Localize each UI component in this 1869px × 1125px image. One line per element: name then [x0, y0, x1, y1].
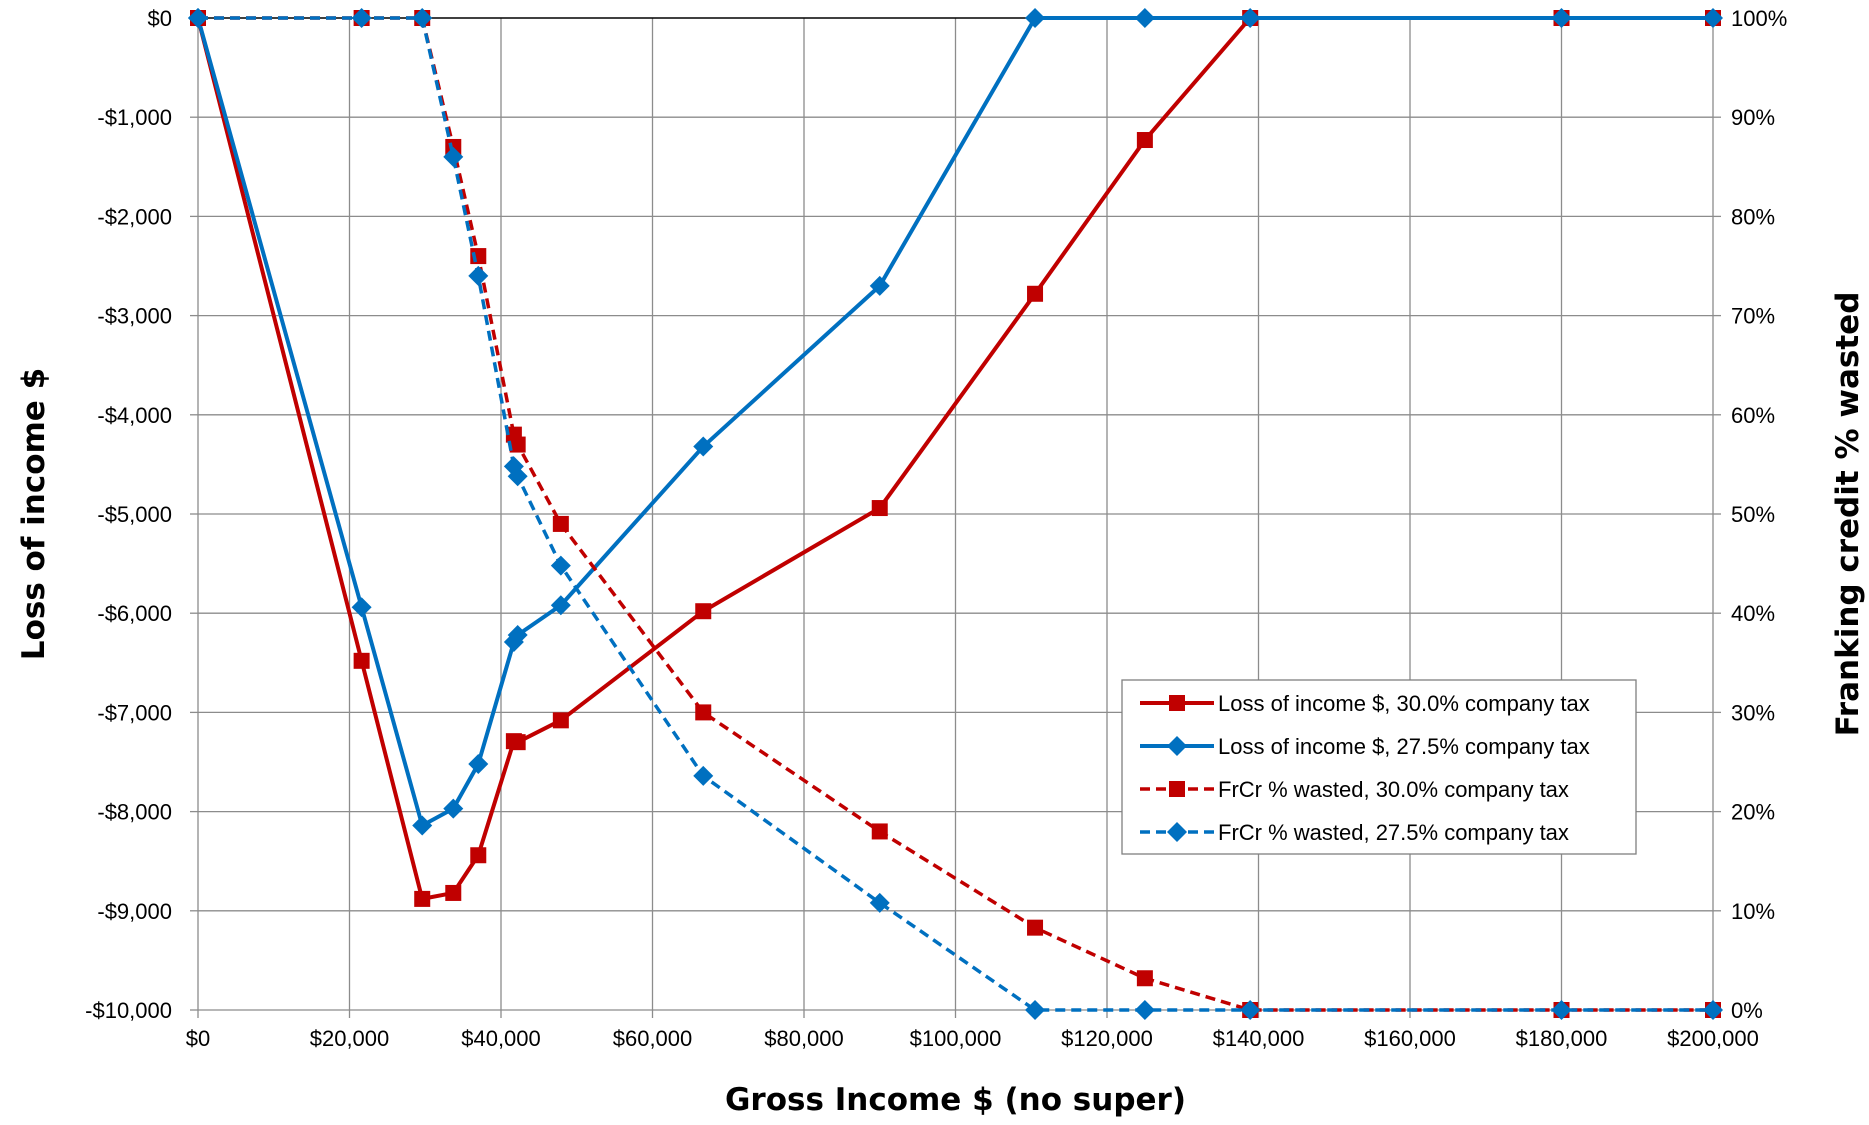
- legend-label: FrCr % wasted, 27.5% company tax: [1218, 820, 1569, 845]
- y-tick-label: -$3,000: [97, 304, 172, 329]
- data-point: [470, 847, 487, 864]
- data-point: [1551, 8, 1572, 28]
- series-line: [198, 16, 1713, 1012]
- x-tick-label: $60,000: [613, 1026, 693, 1051]
- x-axis-title: Gross Income $ (no super): [725, 1082, 1186, 1118]
- x-tick-label: $160,000: [1364, 1026, 1456, 1051]
- data-point: [509, 436, 526, 453]
- x-tick-label: $200,000: [1667, 1026, 1759, 1051]
- y2-tick-label: 20%: [1731, 800, 1775, 825]
- y-tick-label: -$2,000: [97, 204, 172, 229]
- x-tick-label: $180,000: [1516, 1026, 1608, 1051]
- y-tick-label: -$7,000: [97, 700, 172, 725]
- grid: [198, 18, 1713, 1010]
- y2-tick-label: 30%: [1731, 700, 1775, 725]
- y-tick-label: -$9,000: [97, 899, 172, 924]
- data-point: [445, 884, 462, 901]
- data-point: [507, 466, 528, 487]
- legend-item: FrCr % wasted, 27.5% company tax: [1140, 820, 1569, 845]
- y-tick-label: -$8,000: [97, 800, 172, 825]
- series-group: [188, 8, 1723, 1020]
- legend-item: Loss of income $, 27.5% company tax: [1140, 734, 1590, 759]
- data-point: [550, 595, 571, 616]
- data-point: [550, 555, 571, 576]
- x-tick-label: $140,000: [1213, 1026, 1305, 1051]
- data-point: [443, 798, 464, 819]
- data-point: [1167, 736, 1187, 756]
- y-tick-label: -$6,000: [97, 601, 172, 626]
- data-point: [412, 8, 433, 28]
- legend-label: Loss of income $, 27.5% company tax: [1218, 734, 1590, 759]
- legend: Loss of income $, 30.0% company tax Loss …: [1121, 679, 1637, 855]
- data-point: [1551, 1000, 1572, 1020]
- data-point: [507, 625, 528, 646]
- data-point: [693, 436, 714, 457]
- data-point: [695, 704, 712, 721]
- x-tick-label: $80,000: [764, 1026, 844, 1051]
- y-tick-label: -$5,000: [97, 502, 172, 527]
- data-point: [468, 753, 489, 774]
- y-tick-label: -$10,000: [85, 998, 172, 1023]
- axes: $0 $20,000 $40,000 $60,000 $80,000 $100,000 $1…: [85, 6, 1787, 1051]
- data-point: [869, 275, 890, 296]
- x-tick-label: $120,000: [1061, 1026, 1153, 1051]
- data-point: [1703, 8, 1723, 28]
- data-point: [552, 712, 569, 729]
- data-point: [1240, 8, 1261, 28]
- data-point: [1134, 1000, 1155, 1020]
- data-point: [1027, 919, 1044, 936]
- data-point: [353, 652, 370, 669]
- data-point: [1025, 1000, 1046, 1020]
- y2-tick-label: 60%: [1731, 403, 1775, 428]
- y2-tick-label: 70%: [1731, 304, 1775, 329]
- y-axis-title: Loss of income $: [16, 368, 52, 660]
- data-point: [468, 265, 489, 286]
- data-point: [1167, 822, 1187, 842]
- data-point: [1027, 285, 1044, 302]
- y-tick-label: -$1,000: [97, 105, 172, 130]
- x-tick-label: $100,000: [910, 1026, 1002, 1051]
- data-point: [443, 146, 464, 167]
- x-tick-label: $20,000: [310, 1026, 390, 1051]
- data-point: [1136, 970, 1153, 987]
- legend-box: [1121, 679, 1637, 855]
- data-point: [695, 603, 712, 620]
- y2-tick-label: 100%: [1731, 6, 1787, 31]
- legend-item: Loss of income $, 30.0% company tax: [1140, 691, 1590, 716]
- y-tick-label: -$4,000: [97, 403, 172, 428]
- data-point: [693, 765, 714, 786]
- data-point: [1703, 1000, 1723, 1020]
- data-point: [1240, 1000, 1261, 1020]
- data-point: [869, 892, 890, 913]
- legend-item: FrCr % wasted, 30.0% company tax: [1140, 777, 1569, 802]
- data-point: [509, 734, 526, 751]
- data-point: [414, 890, 431, 907]
- y2-tick-label: 50%: [1731, 502, 1775, 527]
- legend-label: Loss of income $, 30.0% company tax: [1218, 691, 1590, 716]
- data-point: [188, 8, 208, 28]
- legend-label: FrCr % wasted, 30.0% company tax: [1218, 777, 1569, 802]
- data-point: [351, 8, 372, 28]
- data-point: [1136, 132, 1153, 149]
- data-point: [1169, 781, 1185, 797]
- series-4: [188, 8, 1723, 1020]
- data-point: [1025, 8, 1046, 28]
- y2-tick-label: 0%: [1731, 998, 1763, 1023]
- data-point: [871, 823, 888, 840]
- data-point: [552, 515, 569, 532]
- x-tick-label: $0: [186, 1026, 210, 1051]
- y2-tick-label: 40%: [1731, 601, 1775, 626]
- data-point: [871, 500, 888, 517]
- data-point: [1134, 8, 1155, 28]
- x-tick-label: $40,000: [461, 1026, 541, 1051]
- data-point: [1169, 695, 1185, 711]
- data-point: [412, 815, 433, 836]
- y2-tick-label: 90%: [1731, 105, 1775, 130]
- y2-axis-title: Franking credit % wasted: [1830, 292, 1866, 737]
- y2-tick-label: 80%: [1731, 204, 1775, 229]
- data-point: [351, 597, 372, 618]
- y-tick-label: $0: [148, 6, 172, 31]
- y2-tick-label: 10%: [1731, 899, 1775, 924]
